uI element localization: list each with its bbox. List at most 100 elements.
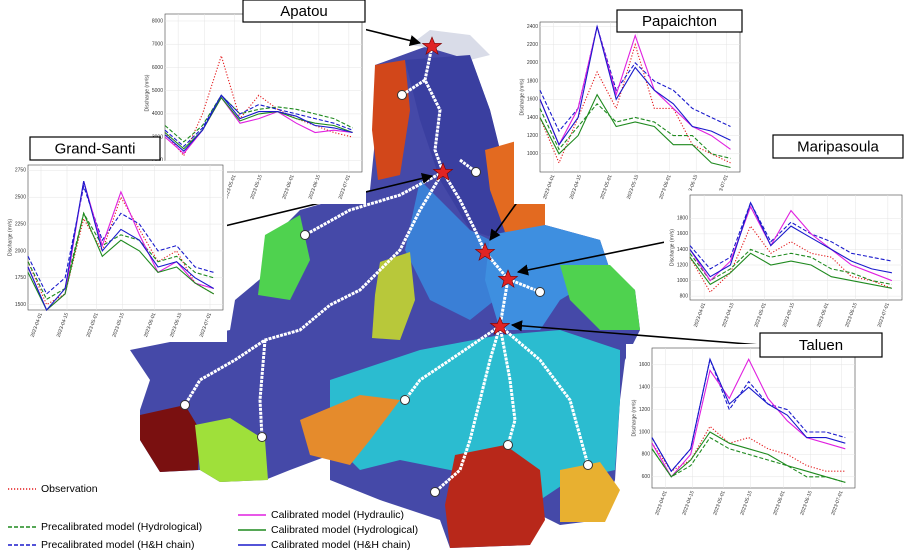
- series-line: [539, 26, 731, 146]
- sub-basin: [405, 55, 520, 240]
- series-line: [539, 24, 731, 133]
- series-line: [539, 102, 731, 159]
- y-axis-label: Discharge (m³/s): [519, 78, 525, 115]
- y-tick-label: 6000: [152, 65, 163, 71]
- y-tick-label: 1000: [527, 151, 538, 157]
- y-tick-label: 2200: [527, 42, 538, 48]
- station-markers: [180, 90, 593, 497]
- legend-label: Observation: [41, 483, 98, 495]
- y-tick-label: 2500: [15, 195, 26, 201]
- y-tick-label: 8000: [152, 18, 163, 24]
- series-line: [164, 53, 353, 157]
- plot-area: [689, 194, 903, 301]
- y-tick-label: 2400: [527, 24, 538, 30]
- series-line: [689, 205, 893, 282]
- series-line: [539, 26, 731, 150]
- sub-basin: [372, 252, 415, 340]
- series-line: [539, 42, 731, 165]
- sub-basin: [560, 265, 640, 330]
- series-line: [651, 357, 846, 478]
- series-line: [27, 184, 214, 295]
- sub-basin: [485, 225, 610, 330]
- y-tick-label: 1000: [677, 278, 688, 284]
- y-tick-label: 1600: [677, 231, 688, 237]
- sub-basin: [372, 60, 410, 180]
- series-line: [689, 252, 893, 289]
- series-line: [689, 201, 893, 270]
- y-axis-label: Discharge (m³/s): [7, 219, 13, 256]
- series-line: [689, 225, 893, 294]
- y-tick-label: 1500: [15, 302, 26, 308]
- series-line: [27, 211, 214, 301]
- y-tick-label: 2750: [15, 168, 26, 174]
- series-line: [651, 425, 846, 472]
- station-label: Grand-Santi: [55, 140, 136, 157]
- series-line: [164, 94, 353, 152]
- sub-basin: [410, 30, 490, 60]
- sub-basin: [445, 445, 545, 548]
- series-line: [164, 94, 353, 143]
- series-line: [651, 357, 846, 473]
- station-label: Apatou: [280, 3, 328, 20]
- y-tick-label: 2250: [15, 221, 26, 227]
- legend-label: Precalibrated model (H&H chain): [41, 539, 194, 551]
- inset-chart: 100012001400160018002000220024002023-04-…: [514, 9, 744, 204]
- plot-area: [539, 21, 741, 173]
- legend-label: Precalibrated model (Hydrological): [41, 521, 202, 533]
- sub-basin: [140, 405, 200, 472]
- sub-basin: [405, 180, 500, 320]
- basin-map: [130, 30, 640, 548]
- y-tick-label: 1600: [639, 362, 650, 368]
- y-tick-label: 800: [642, 452, 651, 458]
- y-tick-label: 1200: [677, 262, 688, 268]
- y-axis-label: Discharge (m³/s): [144, 74, 150, 111]
- y-tick-label: 1800: [677, 216, 688, 222]
- y-tick-label: 1750: [15, 275, 26, 281]
- y-tick-label: 5000: [152, 88, 163, 94]
- y-tick-label: 1400: [639, 385, 650, 391]
- station-label: Maripasoula: [797, 138, 879, 155]
- series-line: [27, 211, 214, 311]
- y-tick-label: 600: [642, 474, 651, 480]
- legend-label: Calibrated model (Hydrological): [271, 524, 418, 536]
- y-tick-label: 2000: [152, 158, 163, 164]
- sub-basin: [195, 418, 268, 482]
- y-axis-label: Discharge (m³/s): [631, 399, 637, 436]
- series-line: [689, 201, 893, 278]
- plot-area: [164, 13, 363, 173]
- y-tick-label: 7000: [152, 42, 163, 48]
- y-tick-label: 2000: [527, 60, 538, 66]
- y-tick-label: 800: [680, 293, 689, 299]
- series-line: [651, 436, 846, 483]
- y-tick-label: 1400: [677, 247, 688, 253]
- y-tick-label: 1400: [527, 115, 538, 121]
- sub-basin: [560, 462, 620, 522]
- station-label-box: [242, 0, 366, 23]
- legend-label: Calibrated model (H&H chain): [271, 539, 410, 551]
- sub-basin: [300, 395, 400, 465]
- y-tick-label: 1000: [639, 429, 650, 435]
- sub-basin: [258, 215, 310, 300]
- station-label: Taluen: [799, 337, 843, 354]
- y-tick-label: 4000: [152, 111, 163, 117]
- station-label-box: [772, 134, 904, 159]
- series-line: [539, 93, 731, 169]
- station-label-box: [616, 9, 743, 33]
- plot-area: [27, 164, 224, 311]
- y-tick-label: 2000: [15, 248, 26, 254]
- station-label-box: [759, 332, 883, 358]
- y-tick-label: 1800: [527, 78, 538, 84]
- y-tick-label: 1200: [639, 407, 650, 413]
- series-line: [689, 248, 893, 285]
- series-line: [651, 357, 846, 473]
- station-label: Papaichton: [642, 13, 717, 30]
- y-tick-label: 1600: [527, 97, 538, 103]
- station-label-box: [29, 136, 161, 161]
- legend-label: Calibrated model (Hydraulic): [271, 509, 404, 521]
- y-tick-label: 1200: [527, 133, 538, 139]
- series-line: [651, 431, 846, 483]
- y-axis-label: Discharge (m³/s): [669, 229, 675, 266]
- series-line: [164, 94, 353, 148]
